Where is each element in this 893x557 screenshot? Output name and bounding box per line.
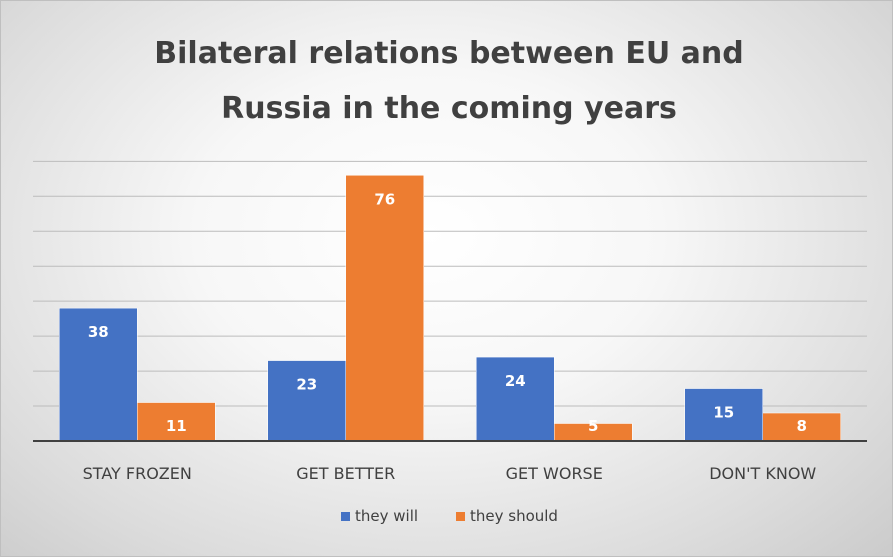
bar-they-should-3 (762, 412, 841, 442)
data-label: 15 (713, 404, 734, 422)
bar-they-will-1 (267, 360, 346, 442)
category-label: GET WORSE (506, 464, 603, 483)
chart-title: Bilateral relations between EU and Russi… (154, 36, 743, 126)
data-label: 24 (505, 372, 526, 390)
data-label: 5 (588, 417, 598, 435)
legend-swatch (341, 512, 350, 521)
bar-they-should-0 (137, 402, 216, 442)
chart-title-line-1: Bilateral relations between EU and (154, 36, 743, 71)
data-label: 8 (797, 417, 807, 435)
chart-title-line-2: Russia in the coming years (221, 91, 677, 126)
bar-they-will-2 (476, 356, 555, 442)
legend-label: they should (470, 507, 558, 525)
category-labels: STAY FROZEN GET BETTER GET WORSE DON'T KNOW (83, 464, 817, 483)
data-label: 11 (166, 417, 187, 435)
bar-they-will-0 (59, 307, 138, 442)
gridlines (33, 160, 867, 407)
legend-label: they will (355, 507, 418, 525)
bar-they-should-1 (345, 175, 424, 442)
legend-swatch (456, 512, 465, 521)
category-label: GET BETTER (296, 464, 395, 483)
data-label: 76 (374, 190, 395, 208)
category-label: STAY FROZEN (83, 464, 192, 483)
legend: they will they should (341, 507, 558, 525)
data-label: 38 (88, 323, 109, 341)
data-labels: 38 11 23 76 24 5 15 8 (88, 190, 807, 435)
category-label: DON'T KNOW (709, 464, 816, 483)
data-label: 23 (296, 376, 317, 394)
bar-they-will-3 (684, 388, 763, 442)
bars (59, 175, 841, 442)
